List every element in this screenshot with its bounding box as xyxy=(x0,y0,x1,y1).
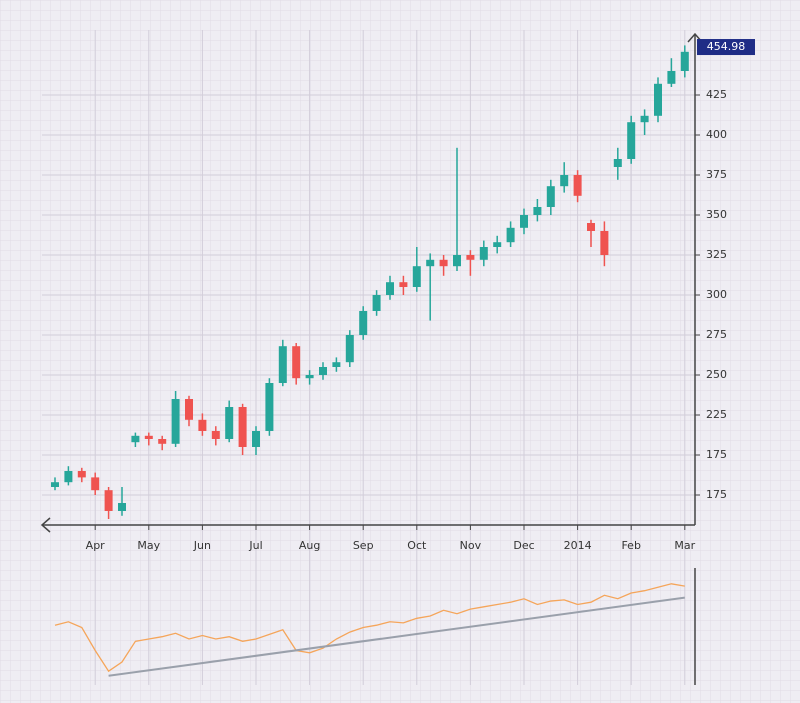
y-tick-label: 325 xyxy=(706,248,727,261)
candle-body xyxy=(211,431,220,439)
candle-body xyxy=(171,399,180,444)
y-tick-label: 225 xyxy=(706,408,727,421)
candle-body xyxy=(680,51,689,71)
y-tick-label: 400 xyxy=(706,128,727,141)
candle-body xyxy=(372,295,381,311)
candle-body xyxy=(252,431,260,447)
candle-body xyxy=(546,186,555,207)
candle-body xyxy=(104,490,113,511)
x-tick-label: 2014 xyxy=(564,539,592,552)
y-tick-label: 250 xyxy=(706,368,727,381)
candle-body xyxy=(439,259,448,267)
x-tick-label: Sep xyxy=(353,539,374,552)
candle-body xyxy=(587,223,595,231)
candle-body xyxy=(278,346,287,383)
x-tick-label: Aug xyxy=(299,539,320,552)
x-tick-label: Jul xyxy=(248,539,262,552)
candle-body xyxy=(426,259,435,267)
candle-body xyxy=(520,215,528,228)
y-tick-label: 300 xyxy=(706,288,727,301)
line-series xyxy=(108,596,685,677)
y-tick-label: 275 xyxy=(706,328,727,341)
x-tick-label: May xyxy=(137,539,160,552)
candle-body xyxy=(386,282,394,295)
y-tick-label: 175 xyxy=(706,488,727,501)
x-tick-label: Oct xyxy=(407,539,427,552)
candle-body xyxy=(573,175,582,196)
candle-body xyxy=(158,439,167,444)
candle-body xyxy=(265,383,274,431)
candle-body xyxy=(479,247,488,260)
candle-body xyxy=(654,83,662,116)
last-price-label: 454.98 xyxy=(707,40,746,53)
candle-body xyxy=(493,242,502,247)
candle-body xyxy=(144,435,153,439)
candle-body xyxy=(359,311,368,335)
candle-body xyxy=(533,207,542,215)
candle-body xyxy=(627,122,636,159)
candle-body xyxy=(118,503,126,511)
candle-body xyxy=(600,231,609,255)
candle-body xyxy=(332,362,341,367)
y-tick-label: 175 xyxy=(706,448,727,461)
candle-body xyxy=(292,346,301,379)
candle-body xyxy=(91,477,100,491)
x-tick-label: Nov xyxy=(460,539,482,552)
candle-body xyxy=(198,419,207,431)
y-tick-label: 350 xyxy=(706,208,727,221)
x-tick-label: Dec xyxy=(513,539,534,552)
candle-body xyxy=(640,115,649,123)
candle-body xyxy=(319,367,327,375)
candle-body xyxy=(131,435,140,443)
candle-body xyxy=(225,407,234,439)
last-price-box xyxy=(697,39,755,56)
y-tick-label: 375 xyxy=(706,168,727,181)
candle-body xyxy=(185,399,193,420)
candle-body xyxy=(667,71,676,84)
candle-body xyxy=(560,175,569,187)
x-tick-label: Apr xyxy=(86,539,106,552)
candle-body xyxy=(305,375,314,379)
candle-body xyxy=(613,159,622,167)
y-tick-label: 425 xyxy=(706,88,727,101)
candle-body xyxy=(506,227,515,243)
candle-body xyxy=(51,482,59,487)
candle-body xyxy=(453,255,461,267)
candle-body xyxy=(466,255,475,260)
candle-body xyxy=(399,282,408,287)
candle-body xyxy=(64,471,73,483)
candle-body xyxy=(77,471,86,478)
x-tick-label: Mar xyxy=(674,539,695,552)
candle-body xyxy=(238,407,247,447)
candle-body xyxy=(412,266,421,287)
candle-body xyxy=(345,335,354,363)
x-axis-arrow xyxy=(40,517,51,533)
x-tick-label: Feb xyxy=(621,539,640,552)
line-series xyxy=(54,583,685,673)
x-tick-label: Jun xyxy=(193,539,211,552)
